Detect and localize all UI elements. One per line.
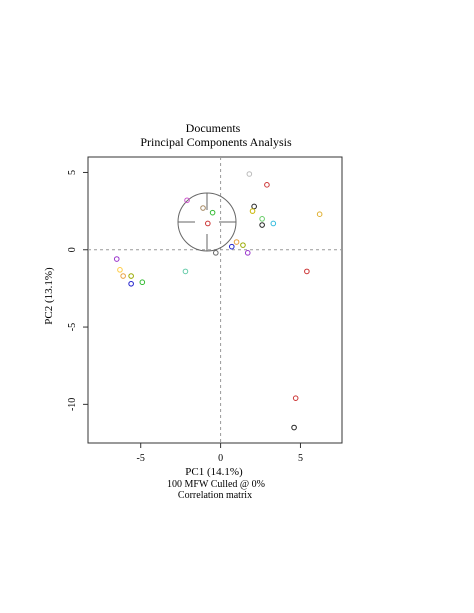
data-point: [139, 279, 146, 286]
data-points: [113, 171, 323, 431]
y-tick-label: 0: [67, 247, 78, 252]
footer-line-2: Correlation matrix: [178, 490, 252, 501]
data-point: [113, 256, 120, 262]
data-point: [240, 242, 246, 248]
data-point: [205, 220, 211, 227]
y-axis-label: PC2 (13.1%): [43, 267, 55, 325]
data-point: [212, 250, 219, 256]
data-point: [264, 182, 270, 188]
x-axis-label: PC1 (14.1%): [185, 466, 243, 478]
data-point: [128, 280, 134, 287]
data-point: [200, 205, 206, 211]
data-point: [259, 222, 265, 228]
reference-lines: [88, 157, 342, 443]
data-point: [228, 243, 235, 250]
data-point: [128, 273, 134, 279]
data-point: [259, 216, 265, 222]
data-point: [270, 220, 277, 227]
y-axis-ticks: 5 0 -5 -10: [67, 170, 88, 411]
variable-circle: [177, 192, 237, 252]
y-tick-label: -5: [67, 323, 78, 331]
footer-line-1: 100 MFW Culled @ 0%: [167, 479, 265, 490]
data-point: [246, 171, 253, 177]
chart-subtitle: Principal Components Analysis: [140, 135, 292, 149]
x-tick-label: 0: [218, 453, 223, 464]
data-point: [249, 208, 256, 214]
data-point: [251, 203, 257, 210]
data-point: [304, 268, 310, 275]
x-axis-ticks: -5 0 5: [137, 443, 303, 464]
data-point: [182, 268, 189, 275]
y-tick-label: -10: [67, 398, 78, 411]
data-point: [120, 273, 126, 279]
x-tick-label: 5: [298, 453, 303, 464]
y-tick-label: 5: [67, 170, 78, 175]
data-point: [316, 211, 323, 217]
data-point: [291, 424, 297, 431]
x-tick-label: -5: [137, 453, 145, 464]
data-point: [209, 209, 216, 216]
chart-title: Documents: [186, 121, 241, 135]
data-point: [292, 395, 299, 401]
data-point: [244, 250, 251, 256]
data-point: [233, 239, 240, 245]
data-point: [117, 267, 123, 273]
plot-area: [87, 156, 343, 444]
data-point: [184, 197, 190, 204]
